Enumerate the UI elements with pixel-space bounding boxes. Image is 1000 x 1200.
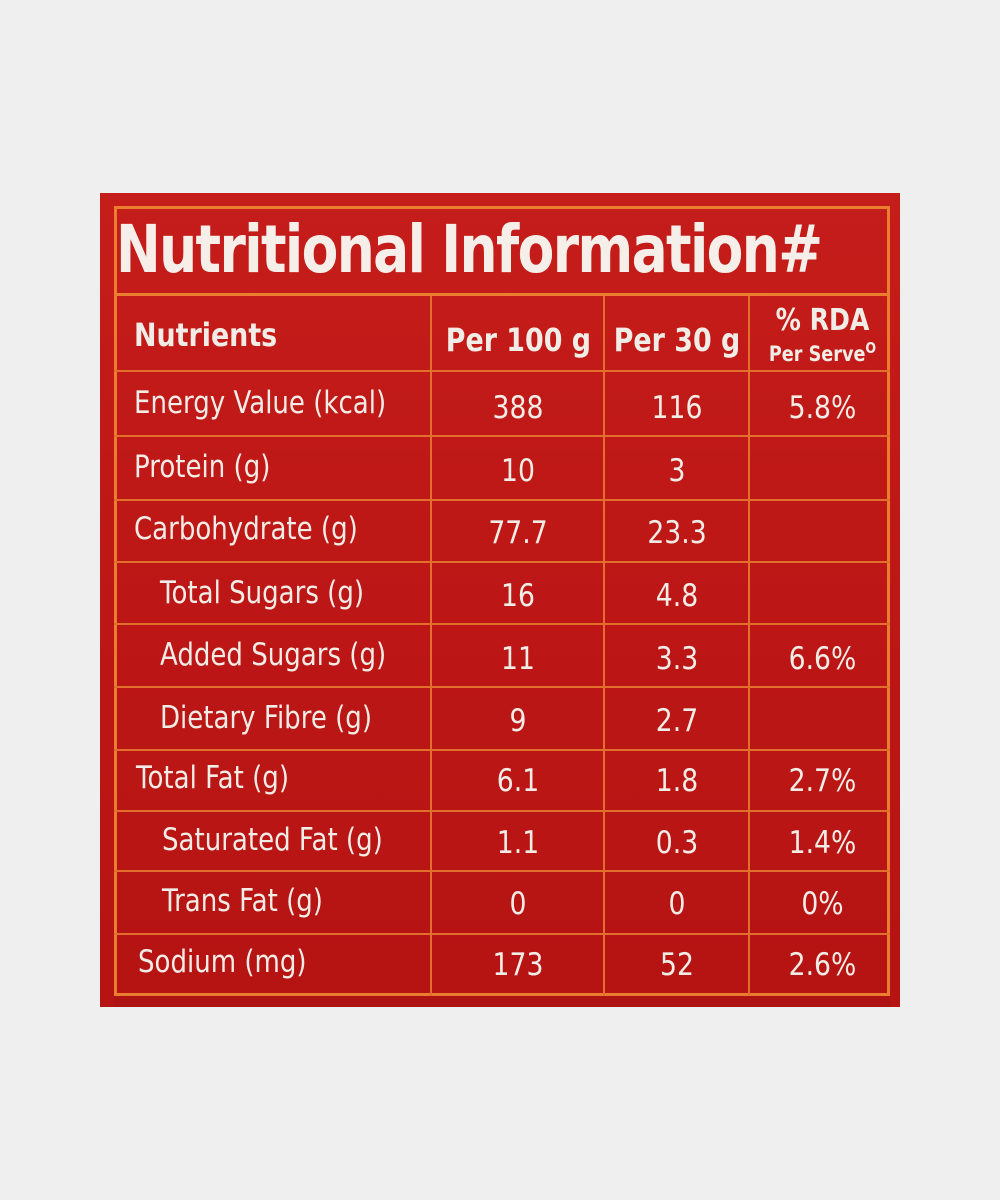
column-divider [603,296,605,996]
column-divider [748,296,750,996]
value-per-100g: 0 [509,886,527,922]
value-per-30g: 4.8 [655,578,699,614]
value-rda: 6.6% [788,641,857,677]
value-per-30g: 52 [660,947,694,983]
panel-title: Nutritional Information# [116,211,823,288]
value-per-100g: 388 [492,390,544,426]
value-per-30g: 116 [651,390,703,426]
header-rda-per-serve: Per Serve [768,342,866,366]
value-per-30g: 3.3 [655,641,699,677]
value-per-100g: 10 [501,453,535,489]
row-divider [114,435,890,437]
row-divider [114,870,890,872]
header-rda-sub: Per ServeO [762,336,882,366]
nutrient-name: Protein (g) [134,449,271,485]
nutrient-name: Total Fat (g) [136,760,289,796]
value-per-100g: 6.1 [496,763,540,799]
nutrition-panel: Nutritional Information# Nutrients Per 1… [100,193,900,1007]
value-rda: 2.6% [788,947,857,983]
header-nutrients: Nutrients [134,316,278,354]
value-per-30g: 0 [668,886,686,922]
row-divider [114,686,890,688]
header-rda-label: % RDA [775,303,870,338]
value-per-100g: 1.1 [496,825,540,861]
nutrient-name: Dietary Fibre (g) [160,700,372,736]
nutrient-name: Added Sugars (g) [160,637,387,673]
value-per-30g: 3 [668,453,686,489]
value-per-100g: 173 [492,947,544,983]
value-per-30g: 1.8 [655,763,699,799]
value-per-100g: 77.7 [488,515,548,551]
title-divider [114,293,890,296]
nutrient-name: Saturated Fat (g) [162,822,383,858]
row-divider [114,810,890,812]
row-divider [114,933,890,935]
value-rda: 0% [801,886,844,922]
header-rda: % RDA Per ServeO [762,303,882,367]
panel-bottom-edge [114,996,890,1007]
row-divider [114,561,890,563]
nutrient-name: Carbohydrate (g) [134,511,358,547]
value-rda: 5.8% [788,390,857,426]
value-rda: 1.4% [788,825,857,861]
value-per-100g: 11 [501,641,535,677]
header-rda-symbol: O [865,339,877,357]
nutrient-name: Total Sugars (g) [160,575,365,611]
row-divider [114,749,890,751]
column-divider [430,296,432,996]
header-per-100g: Per 100 g [445,321,592,359]
value-per-30g: 2.7 [655,703,699,739]
nutrient-name: Energy Value (kcal) [134,385,387,421]
row-divider [114,623,890,625]
value-per-30g: 23.3 [647,515,707,551]
table-frame [114,206,890,996]
nutrient-name: Sodium (mg) [138,944,307,980]
value-rda: 2.7% [788,763,857,799]
row-divider [114,499,890,501]
value-per-100g: 9 [509,703,527,739]
value-per-30g: 0.3 [655,825,699,861]
row-divider [114,370,890,372]
value-per-100g: 16 [501,578,535,614]
nutrient-name: Trans Fat (g) [162,883,323,919]
header-per-30g: Per 30 g [613,321,741,359]
